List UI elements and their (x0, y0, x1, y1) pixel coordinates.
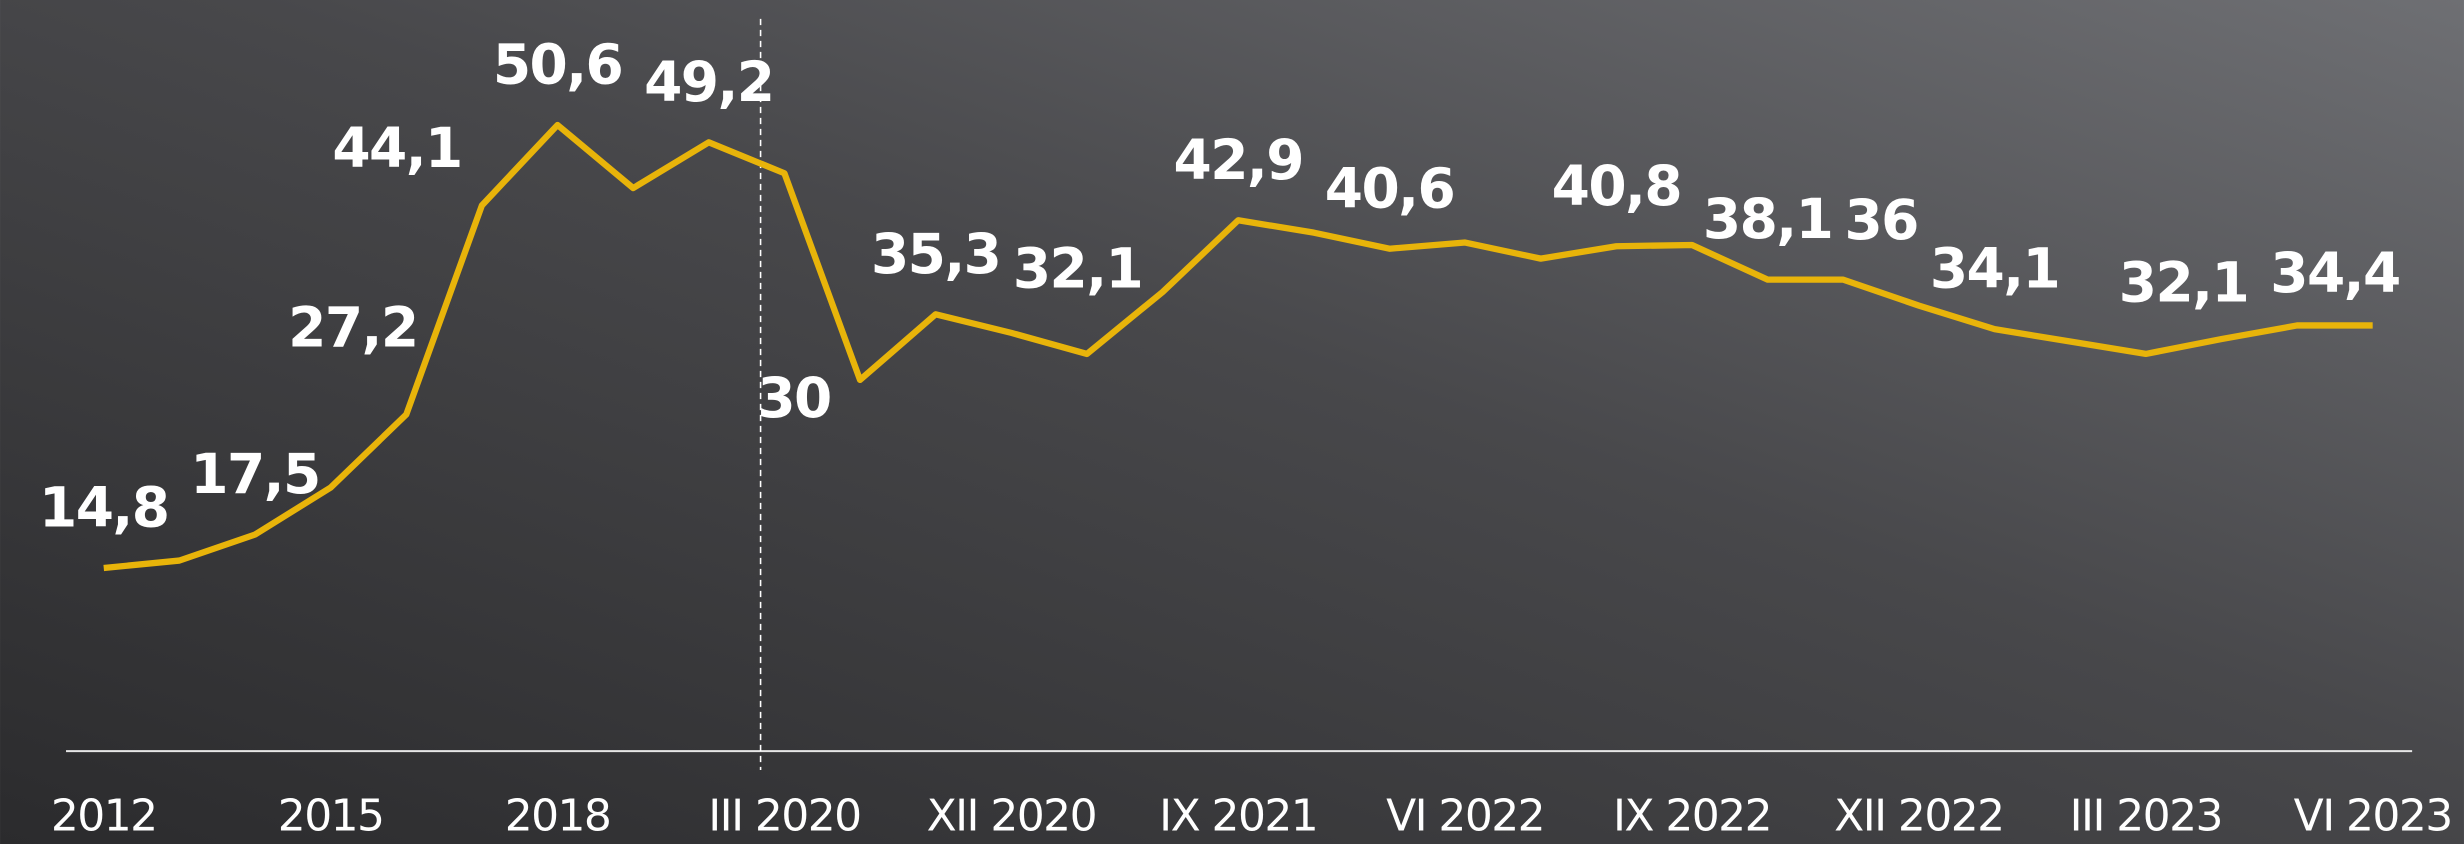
value-label: 34,1 (1930, 237, 2059, 301)
value-label: 30 (757, 366, 830, 430)
value-label: 50,6 (493, 33, 622, 97)
value-label: 14,8 (39, 476, 168, 540)
value-label: 36 (1844, 188, 1917, 252)
x-tick-label: IX 2021 (1159, 791, 1317, 842)
x-tick-label: 2015 (278, 791, 384, 842)
x-tick-label: IX 2022 (1613, 791, 1771, 842)
value-label: 40,6 (1325, 156, 1454, 220)
value-label: 42,9 (1174, 128, 1303, 192)
value-label: 44,1 (332, 116, 461, 180)
x-tick-label: III 2023 (2070, 791, 2222, 842)
x-tick-label: XII 2022 (1834, 791, 2003, 842)
value-label: 34,4 (2270, 241, 2399, 305)
x-tick-label: VI 2023 (2294, 791, 2452, 842)
line (103, 121, 2373, 572)
x-tick-label: VI 2022 (1386, 791, 1544, 842)
value-label: 27,2 (288, 295, 417, 359)
value-label: 35,3 (871, 222, 1000, 286)
x-tick-label: 2018 (505, 791, 611, 842)
value-label: 17,5 (190, 442, 319, 506)
value-label: 49,2 (644, 50, 773, 114)
x-tick-label: III 2020 (708, 791, 860, 842)
value-label: 40,8 (1552, 154, 1681, 218)
x-tick-label: XII 2020 (927, 791, 1096, 842)
x-tick-label: 2012 (51, 791, 157, 842)
value-label: 38,1 (1703, 187, 1832, 251)
value-label: 32,1 (2119, 250, 2248, 314)
value-label: 32,1 (1013, 236, 1142, 300)
